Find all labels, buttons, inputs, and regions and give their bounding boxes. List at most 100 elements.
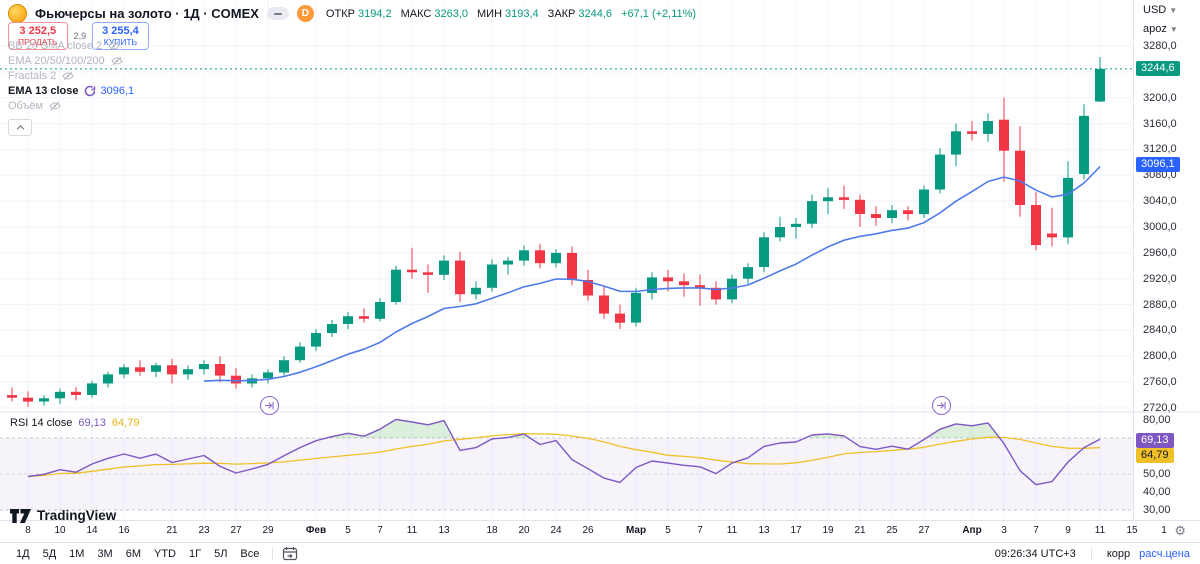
clock[interactable]: 09:26:34 UTC+3 — [994, 547, 1076, 560]
time-tick: 13 — [438, 525, 450, 536]
indicator-label: BB 20 SMA close 2 — [8, 40, 103, 52]
price-tick: 3120,0 — [1143, 143, 1177, 156]
range-button-ytd[interactable]: YTD — [148, 546, 182, 562]
settlement-price-link[interactable]: расч.цена — [1139, 547, 1190, 560]
go-to-date-button[interactable] — [280, 546, 300, 561]
range-button-1м[interactable]: 1М — [63, 546, 90, 562]
time-tick: 20 — [518, 525, 530, 536]
eye-off-icon[interactable] — [48, 100, 62, 112]
interval-badge[interactable]: D — [296, 5, 314, 22]
range-button-все[interactable]: Все — [234, 546, 265, 562]
unit-label: apoz — [1143, 23, 1167, 35]
eye-off-icon[interactable] — [61, 70, 75, 82]
low-value: 3193,4 — [505, 7, 539, 20]
time-tick: 3 — [1001, 525, 1007, 536]
collapse-header-button[interactable] — [266, 7, 289, 20]
contract-rollover-marker[interactable] — [260, 396, 279, 415]
divider — [1090, 547, 1092, 560]
range-button-6м[interactable]: 6М — [120, 546, 147, 562]
price-tick: 2880,0 — [1143, 298, 1177, 311]
eye-off-icon[interactable] — [110, 55, 124, 67]
close-label: ЗАКР — [547, 7, 576, 20]
candlestick-chart-canvas[interactable] — [0, 0, 1200, 520]
price-tick: 3080,0 — [1143, 169, 1177, 182]
arrow-right-bar-icon — [937, 401, 946, 410]
unit-selector[interactable]: apoz ▼ — [1143, 23, 1178, 35]
time-tick: 14 — [86, 525, 98, 536]
range-button-5д[interactable]: 5Д — [37, 546, 63, 562]
adjustment-toggle[interactable]: корр — [1106, 547, 1131, 560]
price-axis[interactable]: USD ▼ apoz ▼ 3244,6 3096,1 69,13 64,79 2… — [1133, 0, 1200, 520]
time-tick: 16 — [118, 525, 130, 536]
time-tick: 29 — [262, 525, 274, 536]
time-tick: 21 — [166, 525, 178, 536]
indicator-label: Fractals 2 — [8, 70, 57, 82]
minus-icon — [273, 12, 282, 15]
sell-label: ПРОДАТЬ — [18, 36, 58, 47]
indicator-label: Объём — [8, 100, 44, 112]
time-tick: 5 — [665, 525, 671, 536]
range-button-5л[interactable]: 5Л — [208, 546, 233, 562]
price-tick: 2720,0 — [1143, 402, 1177, 414]
gear-icon[interactable]: ⚙ — [1174, 523, 1186, 538]
range-button-1г[interactable]: 1Г — [183, 546, 207, 562]
time-tick: 7 — [1033, 525, 1039, 536]
time-axis[interactable]: ⚙ 8 10 14 16 21 23 27 29 Фев 5 7 11 13 18 20 24 26 Мар 5 7 1… — [0, 520, 1200, 542]
low-label: МИН — [477, 7, 503, 20]
contract-rollover-marker[interactable] — [932, 396, 951, 415]
chevron-down-icon: ▼ — [1169, 24, 1178, 34]
buy-price: 3 255,4 — [102, 25, 139, 37]
legend-row-hidden[interactable]: BB 20 SMA close 2 — [8, 40, 134, 52]
legend-row-hidden[interactable]: EMA 20/50/100/200 — [8, 55, 134, 67]
legend-row-hidden[interactable]: Объём — [8, 100, 134, 112]
rsi-tick: 80,00 — [1143, 414, 1171, 426]
time-tick: 21 — [854, 525, 866, 536]
tradingview-logo[interactable]: TradingView — [10, 508, 116, 523]
rsi-legend[interactable]: RSI 14 close 69,13 64,79 — [10, 417, 139, 429]
rsi-tick: 50,00 — [1143, 468, 1171, 480]
rsi-ma-value: 64,79 — [111, 417, 140, 429]
open-label: ОТКР — [325, 7, 355, 20]
price-tick: 3160,0 — [1143, 117, 1177, 130]
currency-selector[interactable]: USD ▼ — [1143, 4, 1177, 16]
price-tick: 3200,0 — [1143, 91, 1177, 104]
legend-row-hidden[interactable]: Fractals 2 — [8, 70, 134, 82]
time-tick: 11 — [1094, 525, 1106, 536]
legend-collapse-button[interactable] — [8, 119, 32, 136]
tradingview-logo-icon — [10, 508, 31, 523]
time-tick: 19 — [822, 525, 834, 536]
divider — [272, 547, 274, 560]
time-tick: 23 — [198, 525, 210, 536]
last-price-badge: 3244,6 — [1136, 61, 1180, 76]
trade-panel: 3 252,5 ПРОДАТЬ 2,9 3 255,4 КУПИТЬ — [8, 22, 149, 51]
eye-off-icon[interactable] — [107, 40, 121, 52]
price-tick: 3040,0 — [1143, 195, 1177, 208]
change-value: +67,1 (+2,11%) — [621, 7, 697, 20]
range-button-3м[interactable]: 3М — [91, 546, 118, 562]
time-tick: 26 — [582, 525, 594, 536]
time-tick: 13 — [758, 525, 770, 536]
rsi-value: 69,13 — [78, 417, 106, 429]
price-tick: 2960,0 — [1143, 246, 1177, 259]
arrow-right-bar-icon — [265, 401, 274, 410]
time-tick: 11 — [406, 525, 418, 536]
high-value: 3263,0 — [434, 7, 468, 20]
buy-button[interactable]: 3 255,4 КУПИТЬ — [92, 22, 149, 51]
sell-button[interactable]: 3 252,5 ПРОДАТЬ — [8, 22, 68, 51]
price-tick: 2760,0 — [1143, 376, 1177, 389]
range-button-1д[interactable]: 1Д — [10, 546, 36, 562]
legend-row-ema13[interactable]: EMA 13 close 3096,1 — [8, 85, 134, 97]
symbol-title[interactable]: Фьючерсы на золото · 1Д · COMEX — [35, 6, 259, 21]
close-value: 3244,6 — [578, 7, 613, 20]
time-tick: 27 — [918, 525, 930, 536]
price-tick: 2920,0 — [1143, 272, 1177, 285]
calendar-icon — [283, 547, 298, 561]
rsi-ma-value-badge: 64,79 — [1136, 448, 1174, 463]
time-tick: 7 — [697, 525, 703, 536]
high-label: МАКС — [400, 7, 432, 20]
time-tick: 11 — [726, 525, 738, 536]
time-tick: Апр — [962, 525, 982, 536]
rsi-label: RSI 14 close — [10, 417, 73, 429]
time-tick: 7 — [377, 525, 383, 536]
